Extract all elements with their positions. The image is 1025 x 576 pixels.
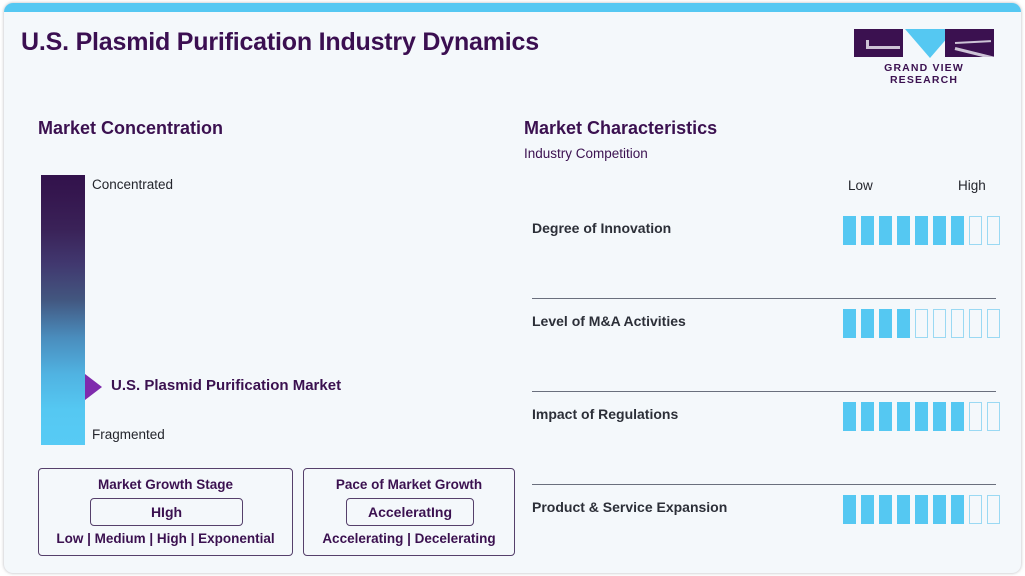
logo-r-slash bbox=[954, 47, 994, 57]
characteristic-label: Product & Service Expansion bbox=[532, 499, 728, 515]
bar-segment-filled bbox=[951, 402, 964, 431]
characteristic-bar-meter bbox=[843, 216, 1000, 245]
logo-marks bbox=[849, 29, 999, 59]
bar-segment-filled bbox=[951, 495, 964, 524]
bar-segment-filled bbox=[951, 216, 964, 245]
logo-g-bar bbox=[866, 46, 900, 49]
bar-segment-filled bbox=[933, 216, 946, 245]
bar-segment-filled bbox=[897, 216, 910, 245]
characteristic-label: Level of M&A Activities bbox=[532, 313, 686, 329]
bar-segment-filled bbox=[915, 495, 928, 524]
market-concentration-title: Market Concentration bbox=[38, 118, 224, 138]
top-accent-bar bbox=[4, 3, 1021, 12]
bar-segment-filled bbox=[915, 402, 928, 431]
axis-label-low: Low bbox=[848, 178, 873, 193]
logo-g-stem bbox=[866, 40, 869, 48]
pace-of-market-growth-value[interactable]: AcceleratIng bbox=[346, 498, 474, 526]
bar-segment-empty bbox=[951, 309, 964, 338]
market-growth-stage-options: Low | Medium | High | Exponential bbox=[56, 531, 275, 546]
logo-g-block-icon bbox=[854, 29, 903, 57]
characteristic-bar-meter bbox=[843, 495, 1000, 524]
logo-r-block-icon bbox=[945, 29, 994, 57]
bar-segment-filled bbox=[843, 309, 856, 338]
bar-segment-empty bbox=[987, 309, 1000, 338]
bar-segment-filled bbox=[879, 216, 892, 245]
market-characteristics-title: Market Characteristics bbox=[524, 118, 718, 138]
bar-segment-filled bbox=[879, 495, 892, 524]
pace-of-market-growth-box: Pace of Market Growth AcceleratIng Accel… bbox=[303, 468, 515, 556]
scale-label-fragmented: Fragmented bbox=[92, 427, 165, 442]
bar-segment-filled bbox=[861, 216, 874, 245]
market-growth-stage-value[interactable]: HIgh bbox=[90, 498, 243, 526]
pace-of-market-growth-options: Accelerating | Decelerating bbox=[322, 531, 496, 546]
characteristic-row: Degree of Innovation bbox=[532, 206, 1000, 299]
characteristics-rows: Degree of Innovation Level of M&A Activit… bbox=[532, 206, 1000, 573]
characteristic-label: Impact of Regulations bbox=[532, 406, 679, 422]
market-position-label: U.S. Plasmid Purification Market bbox=[111, 377, 342, 394]
market-growth-stage-heading: Market Growth Stage bbox=[97, 477, 234, 492]
bar-segment-filled bbox=[843, 216, 856, 245]
row-divider bbox=[532, 391, 996, 392]
row-divider bbox=[532, 484, 996, 485]
characteristic-row: Product & Service Expansion bbox=[532, 485, 1000, 573]
pace-of-market-growth-heading: Pace of Market Growth bbox=[335, 477, 483, 492]
scale-label-concentrated: Concentrated bbox=[92, 177, 174, 192]
market-characteristics-subtitle: Industry Competition bbox=[524, 146, 648, 161]
bar-segment-filled bbox=[897, 309, 910, 338]
page-title: U.S. Plasmid Purification Industry Dynam… bbox=[21, 28, 539, 56]
concentration-gradient-scale bbox=[41, 175, 85, 445]
bar-segment-empty bbox=[933, 309, 946, 338]
market-growth-stage-box: Market Growth Stage HIgh Low | Medium | … bbox=[38, 468, 293, 556]
bar-segment-empty bbox=[969, 402, 982, 431]
logo-wordmark: GRAND VIEW RESEARCH bbox=[884, 62, 964, 86]
bar-segment-filled bbox=[933, 495, 946, 524]
characteristic-label: Degree of Innovation bbox=[532, 220, 672, 236]
bar-segment-filled bbox=[879, 309, 892, 338]
axis-label-high: High bbox=[958, 178, 986, 193]
bar-segment-filled bbox=[915, 216, 928, 245]
logo-r-slash-upper bbox=[954, 40, 992, 44]
bar-segment-filled bbox=[843, 495, 856, 524]
market-position-arrow-icon bbox=[85, 374, 102, 400]
bar-segment-filled bbox=[861, 495, 874, 524]
bar-segment-empty bbox=[969, 216, 982, 245]
bar-segment-filled bbox=[861, 402, 874, 431]
bar-segment-filled bbox=[897, 402, 910, 431]
infographic-card: U.S. Plasmid Purification Industry Dynam… bbox=[4, 3, 1021, 573]
characteristic-bar-meter bbox=[843, 402, 1000, 431]
characteristic-row: Impact of Regulations bbox=[532, 392, 1000, 485]
bar-segment-filled bbox=[879, 402, 892, 431]
bar-segment-filled bbox=[843, 402, 856, 431]
bar-segment-empty bbox=[969, 309, 982, 338]
bar-segment-empty bbox=[987, 216, 1000, 245]
grand-view-research-logo: GRAND VIEW RESEARCH bbox=[849, 29, 999, 86]
characteristic-row: Level of M&A Activities bbox=[532, 299, 1000, 392]
bar-segment-filled bbox=[933, 402, 946, 431]
bar-segment-empty bbox=[987, 495, 1000, 524]
bar-segment-empty bbox=[969, 495, 982, 524]
bar-segment-empty bbox=[987, 402, 1000, 431]
bar-segment-empty bbox=[915, 309, 928, 338]
bar-segment-filled bbox=[897, 495, 910, 524]
bar-segment-filled bbox=[861, 309, 874, 338]
row-divider bbox=[532, 298, 996, 299]
characteristic-bar-meter bbox=[843, 309, 1000, 338]
